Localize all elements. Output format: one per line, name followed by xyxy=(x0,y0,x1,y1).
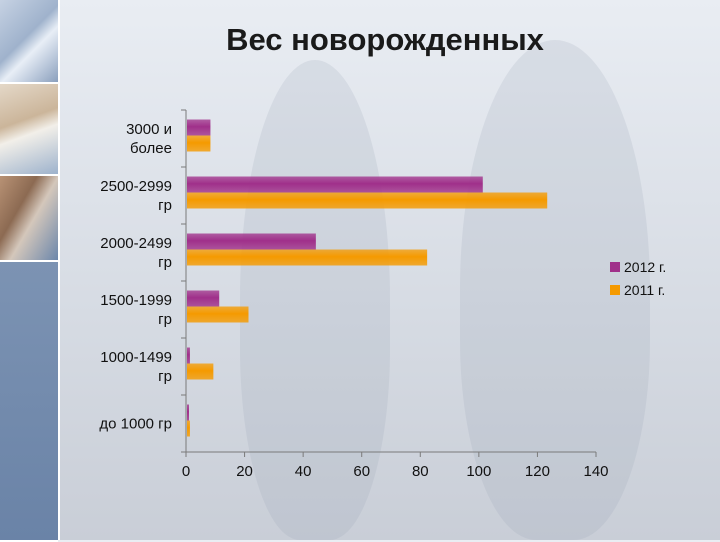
category-label: 3000 и более xyxy=(126,121,172,157)
legend-label: 2012 г. xyxy=(624,259,666,275)
x-tick-label: 40 xyxy=(295,463,312,480)
bar-2011 xyxy=(187,363,214,380)
bar-2012 xyxy=(187,176,483,193)
legend-label: 2011 г. xyxy=(624,282,665,298)
bar-2012 xyxy=(187,233,316,250)
patient-photo xyxy=(0,176,58,262)
category-label: 2500-2999 гр xyxy=(100,178,172,214)
nurse-photo xyxy=(0,84,58,176)
background-figure xyxy=(240,60,390,540)
legend-swatch xyxy=(610,262,620,272)
bar-2012 xyxy=(187,290,220,307)
category-label: 2000-2499 гр xyxy=(100,235,172,271)
bar-2012 xyxy=(187,119,211,136)
x-tick-label: 120 xyxy=(525,463,550,480)
bar-2011 xyxy=(187,306,249,323)
legend-swatch xyxy=(610,285,620,295)
bar-2011 xyxy=(187,249,428,266)
photo-strip xyxy=(0,0,60,542)
photo-strip-background xyxy=(0,262,58,542)
x-tick-label: 20 xyxy=(236,463,253,480)
category-label: до 1000 гр xyxy=(99,416,172,433)
x-tick-label: 80 xyxy=(412,463,429,480)
bar-2011 xyxy=(187,135,211,152)
x-tick-label: 0 xyxy=(182,463,190,480)
doctor-photo xyxy=(0,0,58,84)
x-tick-label: 140 xyxy=(583,463,608,480)
x-tick-label: 60 xyxy=(353,463,370,480)
category-label: 1000-1499 гр xyxy=(100,349,172,385)
bar-2011 xyxy=(187,192,548,209)
bar-2012 xyxy=(187,404,189,421)
bar-2011 xyxy=(187,420,190,437)
page-title: Вес новорожденных xyxy=(226,22,544,57)
category-label: 1500-1999 гр xyxy=(100,292,172,328)
x-tick-label: 100 xyxy=(466,463,491,480)
bar-2012 xyxy=(187,347,190,364)
